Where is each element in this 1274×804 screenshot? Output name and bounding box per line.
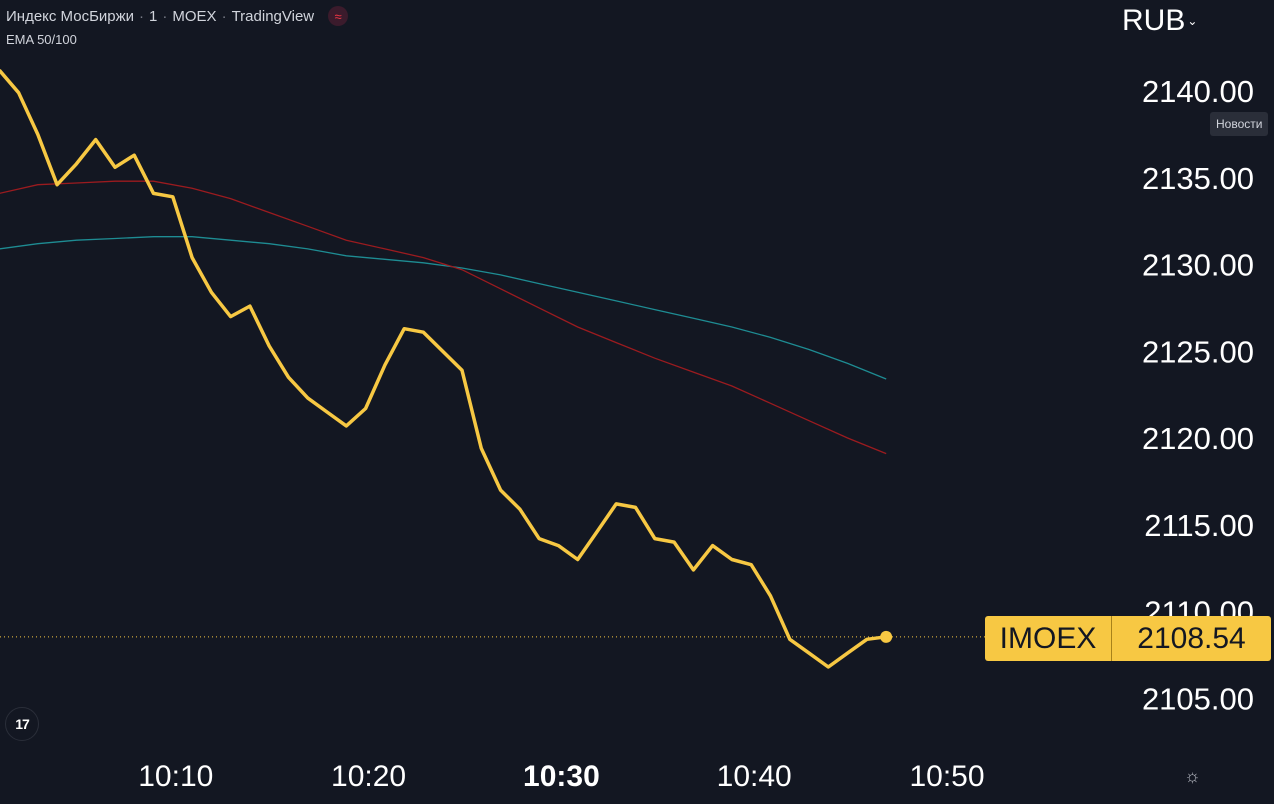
tradingview-logo-icon[interactable]: 17: [5, 707, 39, 741]
chevron-down-icon: ⌄: [1187, 14, 1198, 28]
source-label: TradingView: [231, 7, 315, 25]
time-tick-label: 10:10: [138, 760, 213, 793]
ema-50-line: [0, 180, 887, 455]
time-tick-label: 10:30: [523, 760, 600, 793]
last-price-point: [880, 630, 893, 643]
price-tick-label: 2115.00: [1144, 508, 1254, 543]
separator: ·: [139, 7, 145, 25]
indicator-legend[interactable]: EMA 50/100: [6, 32, 77, 47]
currency-label: RUB: [1122, 4, 1186, 37]
price-tick-label: 2105.00: [1142, 681, 1254, 716]
price-tick-label: 2130.00: [1142, 248, 1254, 283]
news-badge[interactable]: Новости: [1210, 112, 1269, 136]
time-tick-label: 10:40: [717, 760, 792, 793]
ema-100-line: [0, 236, 887, 380]
price-line: [0, 69, 887, 669]
chart-header: Индекс МосБиржи · 1 · MOEX · TradingView…: [6, 6, 349, 26]
last-price-tag: IMOEX 2108.54: [985, 616, 1271, 661]
time-tick-label: 10:20: [331, 760, 406, 793]
price-tick-label: 2135.00: [1142, 161, 1254, 196]
price-tag-value: 2108.54: [1137, 621, 1246, 655]
exchange-label: MOEX: [172, 7, 217, 25]
price-tick-label: 2140.00: [1142, 74, 1254, 109]
time-axis[interactable]: 10:10 10:20 10:30 10:40 10:50: [138, 760, 984, 793]
time-tick-label: 10:50: [909, 760, 984, 793]
instrument-name[interactable]: Индекс МосБиржи: [6, 7, 135, 25]
price-tag-symbol: IMOEX: [985, 616, 1112, 661]
separator: ·: [162, 7, 168, 25]
market-status-icon[interactable]: ≈: [328, 6, 349, 26]
currency-selector[interactable]: RUB ⌄: [1122, 4, 1197, 38]
price-tick-label: 2125.00: [1142, 334, 1254, 369]
price-tick-label: 2120.00: [1142, 421, 1254, 456]
interval-label[interactable]: 1: [149, 7, 158, 25]
separator: ·: [221, 7, 227, 25]
settings-icon[interactable]: ☼: [1184, 766, 1201, 786]
